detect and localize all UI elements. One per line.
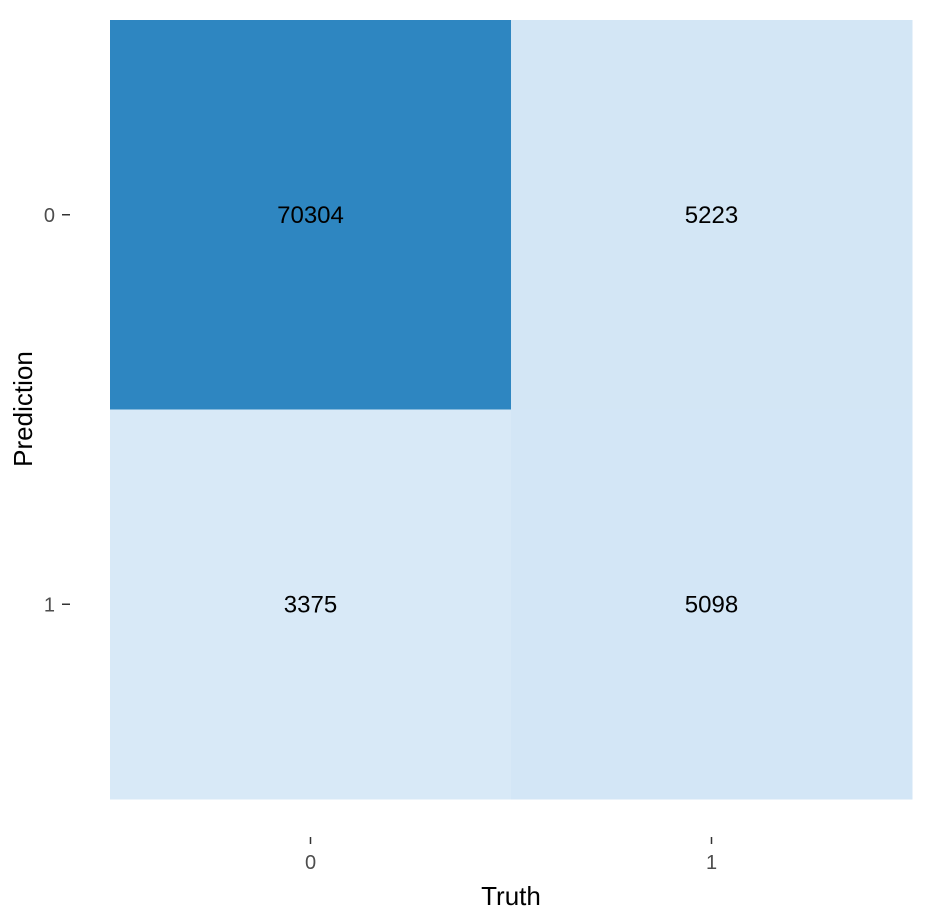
heatmap-cells: [110, 20, 913, 800]
cell-value-labels: 70304 5223 3375 5098: [277, 202, 738, 619]
heatmap-cell-truth-1-pred-1: [511, 409, 913, 800]
x-tick-label: 1: [706, 852, 717, 874]
cell-value-label: 3375: [284, 591, 337, 618]
y-tick-label: 0: [44, 205, 55, 227]
heatmap-cell-truth-0-pred-0: [110, 20, 512, 410]
y-axis-title: Prediction: [8, 351, 38, 467]
y-axis-ticks: 01: [44, 205, 70, 616]
x-axis-title: Truth: [481, 881, 541, 911]
x-tick-label: 0: [305, 852, 316, 874]
heatmap-cell-truth-0-pred-1: [110, 409, 512, 800]
cell-value-label: 5223: [685, 202, 738, 229]
y-tick-label: 1: [44, 594, 55, 616]
cell-value-label: 5098: [685, 591, 738, 618]
cell-value-label: 70304: [277, 202, 344, 229]
heatmap-cell-truth-1-pred-0: [511, 20, 913, 410]
